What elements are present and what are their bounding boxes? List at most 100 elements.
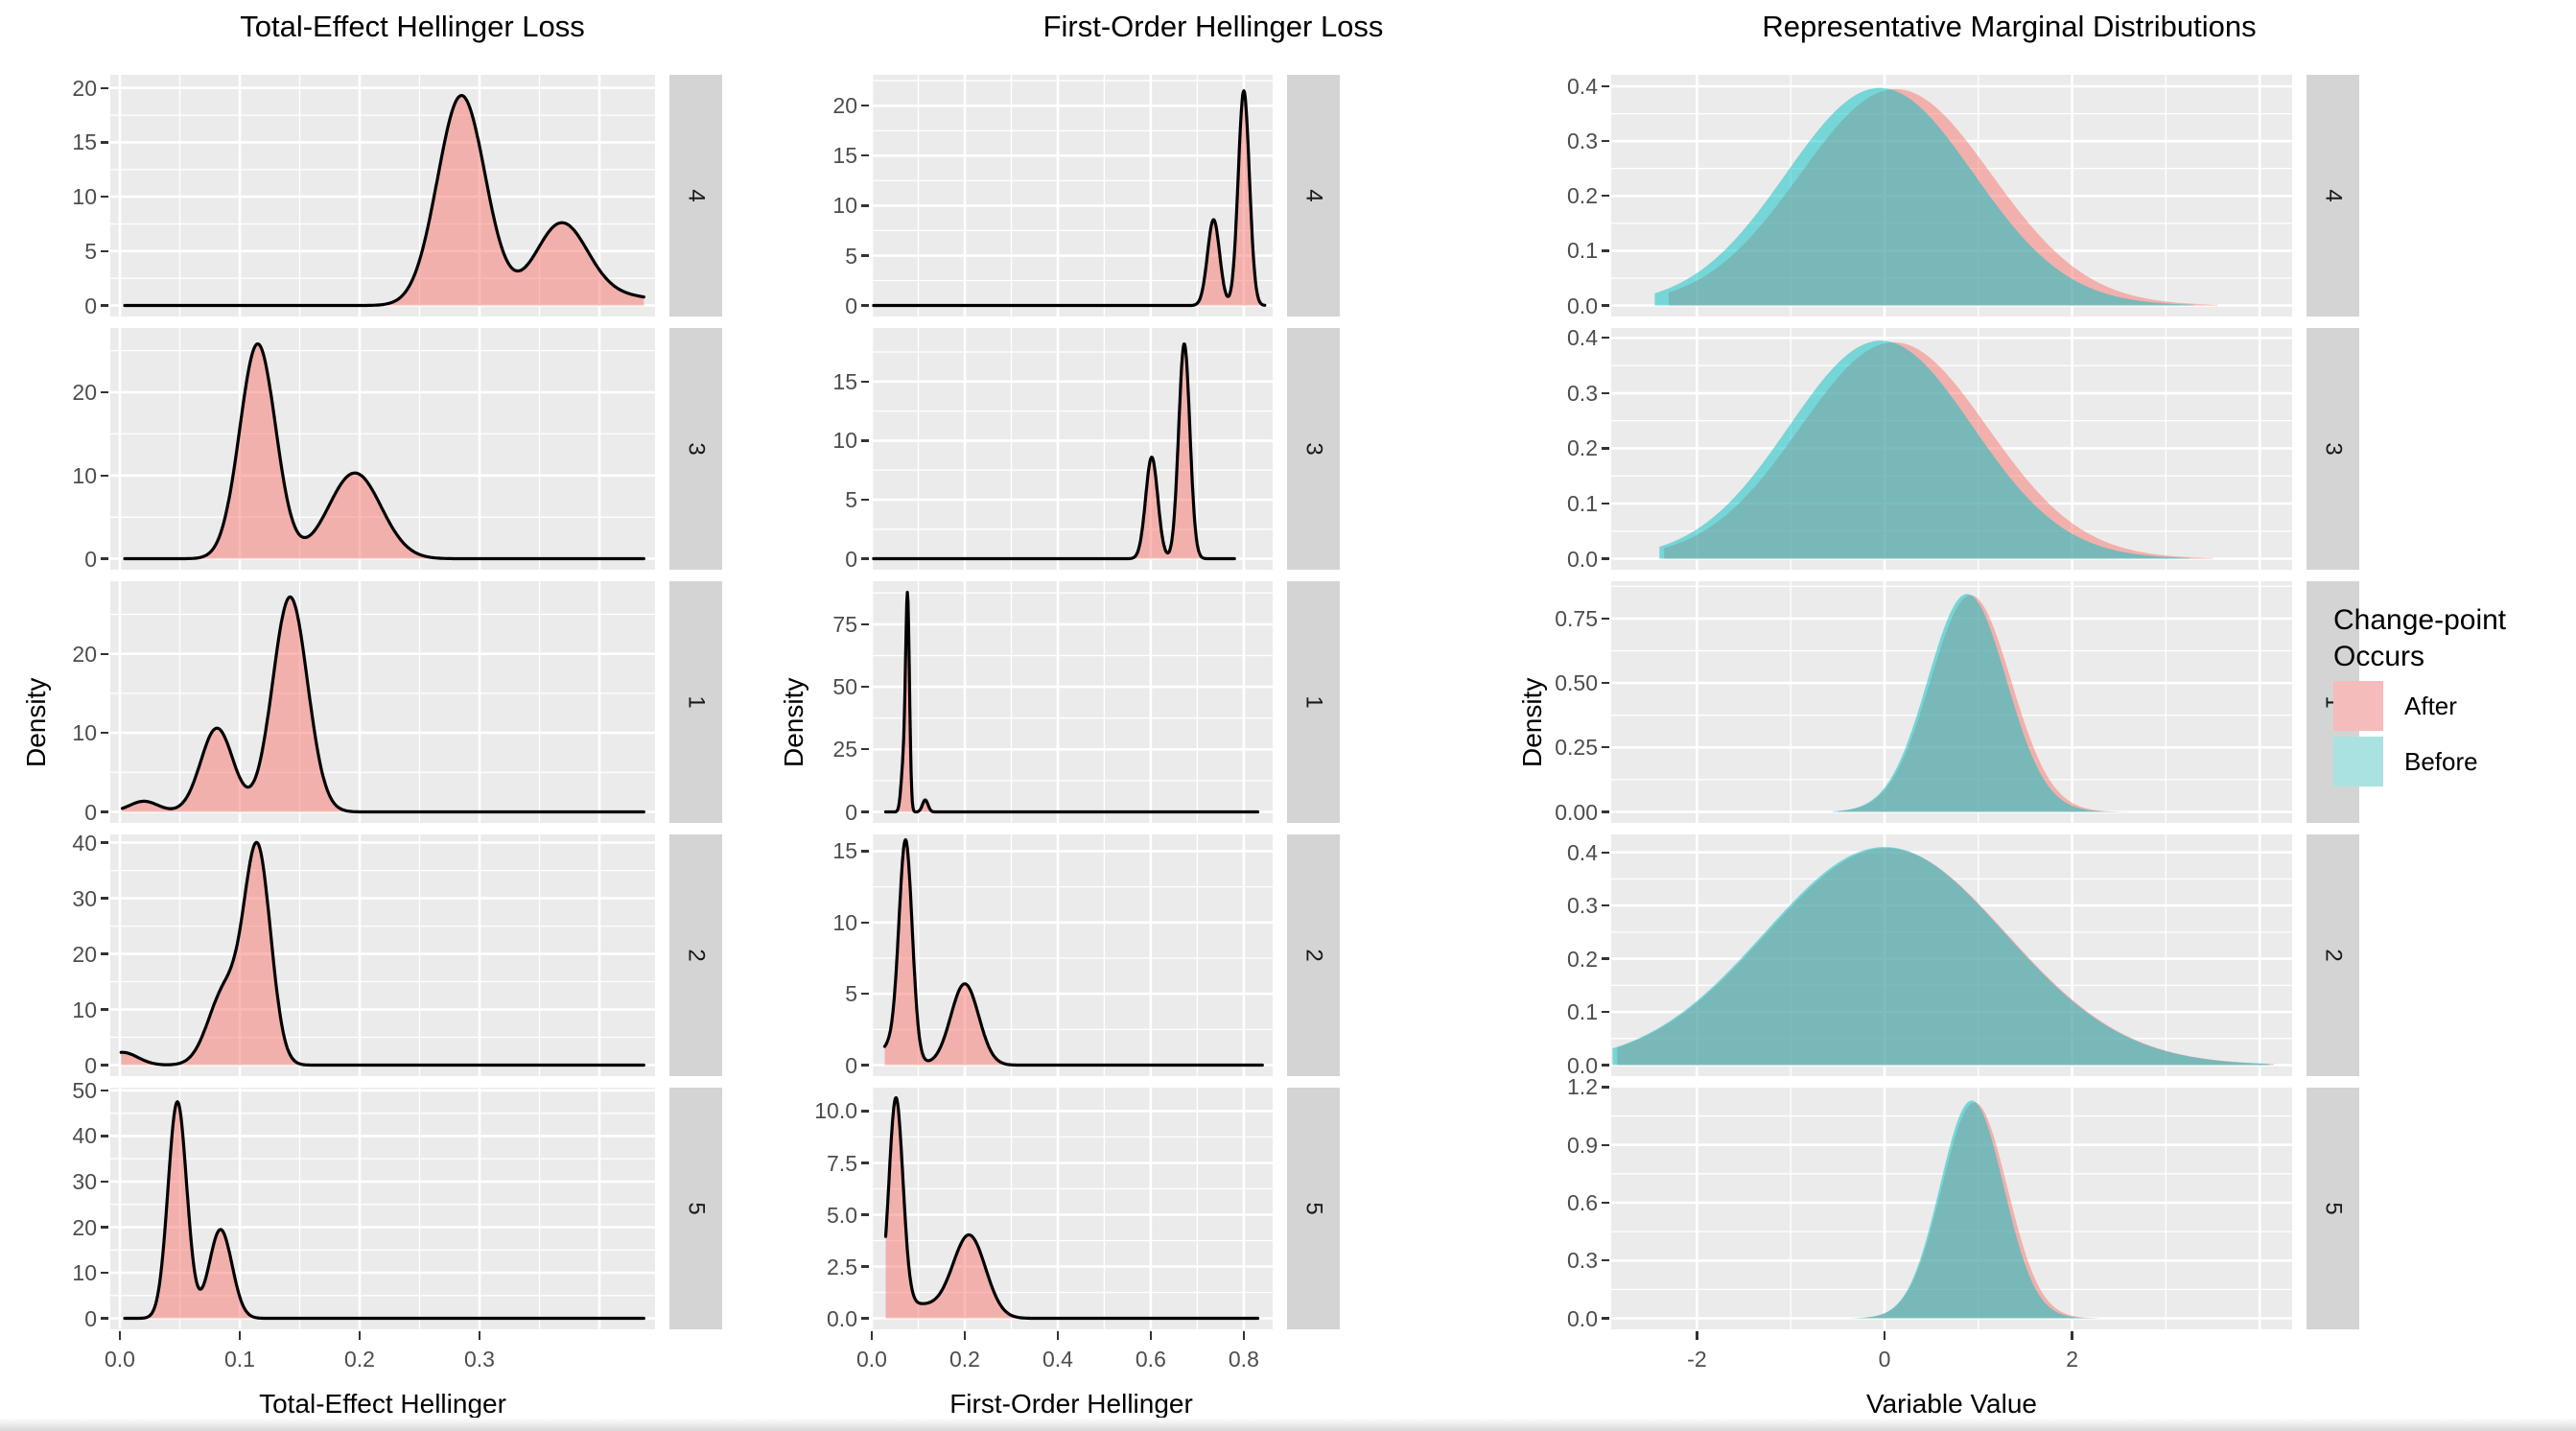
y-tick-mark [1602,1010,1609,1014]
y-tick-mark [861,748,869,751]
y-tick-mark [1602,681,1609,685]
column-title-first-order: First-Order Hellinger Loss [1042,10,1384,43]
panel-col2-facet-5 [870,1088,1273,1329]
y-tick-mark [1602,447,1609,450]
x-tick-mark [1696,1331,1698,1340]
y-tick-mark [1602,617,1609,621]
x-axis-title-col1: Total-Effect Hellinger [259,1389,506,1419]
y-tick-label: 2.5 [827,1254,857,1279]
panel-col1-facet-2 [110,834,655,1076]
y-tick-label: 10 [72,1260,97,1285]
y-tick-mark [861,380,869,383]
y-tick-mark [101,557,108,560]
legend-item-after: After [2333,681,2506,731]
facet-strip-3: 3 [669,328,722,570]
facet-label: 1 [1300,695,1327,709]
y-tick-label: 0.2 [1567,183,1598,209]
y-tick-mark [861,1213,869,1216]
y-tick-label: 0 [84,293,97,318]
y-tick-label: 5 [84,238,97,264]
x-tick-label: 0.2 [344,1347,375,1372]
y-tick-mark [1602,903,1609,907]
y-tick-mark [861,810,869,813]
y-tick-mark [101,1135,108,1138]
y-tick-label: 7.5 [827,1150,857,1176]
facet-strip-5: 5 [1287,1088,1340,1329]
y-tick-mark [1602,337,1609,340]
x-tick-mark [870,1331,874,1340]
before-swatch-icon [2333,737,2383,786]
column-title-marginals: Representative Marginal Distributions [1762,10,2257,43]
y-tick-label: 30 [72,885,97,911]
y-tick-label: 20 [72,641,97,667]
x-tick-mark [1883,1331,1886,1340]
x-tick-mark [118,1331,122,1340]
y-tick-label: 0.1 [1567,999,1598,1025]
y-tick-label: 0 [845,293,857,318]
facet-label: 5 [683,1202,710,1215]
y-tick-mark [861,304,869,307]
y-tick-mark [861,557,869,560]
x-tick-label: 0 [1878,1347,1891,1372]
facet-label: 4 [1300,189,1327,202]
x-tick-mark [478,1331,481,1340]
y-tick-mark [101,249,108,252]
y-tick-mark [861,204,869,207]
y-tick-mark [101,86,108,89]
y-tick-label: 0.3 [1567,380,1598,406]
y-tick-label: 0.3 [1567,893,1598,919]
y-tick-mark [1602,84,1609,88]
legend-title: Change-point Occurs [2333,604,2507,672]
y-tick-mark [101,1226,108,1229]
y-tick-mark [861,1064,869,1067]
y-tick-mark [861,850,869,853]
x-tick-mark [238,1331,242,1340]
y-tick-mark [101,141,108,144]
y-tick-label: 0.1 [1567,491,1598,516]
y-tick-label: 0.00 [1555,799,1598,825]
y-tick-mark [1602,810,1609,813]
y-tick-mark [861,622,869,626]
y-tick-label: 0 [84,1052,97,1078]
x-tick-label: 0.0 [856,1347,887,1372]
x-tick-mark [1149,1331,1153,1340]
y-tick-label: 10 [72,184,97,210]
y-tick-label: 50 [72,1077,97,1103]
y-tick-label: 10 [72,720,97,746]
y-tick-label: 15 [72,129,97,155]
y-tick-label: 0.0 [1567,546,1598,572]
y-tick-label: 25 [832,737,857,762]
facet-label: 2 [683,949,710,962]
window-bottom-edge [0,1418,2576,1431]
y-tick-label: 0.0 [1567,1052,1598,1078]
facet-label: 3 [2320,442,2347,456]
facet-label: 3 [683,442,710,456]
y-tick-mark [1602,557,1609,560]
x-tick-mark [963,1331,967,1340]
y-tick-label: 5 [845,487,857,512]
panel-col2-facet-2 [870,834,1273,1076]
y-tick-label: 0 [845,1052,857,1078]
y-tick-mark [101,810,108,813]
panel-col1-facet-5 [110,1088,655,1329]
facet-strip-5: 5 [2307,1088,2359,1329]
y-tick-mark [861,1265,869,1268]
y-tick-label: 5 [845,981,857,1007]
facet-strip-4: 4 [1287,75,1340,317]
y-tick-mark [861,1161,869,1164]
y-tick-label: 0.9 [1567,1132,1598,1158]
y-tick-label: 30 [72,1169,97,1194]
y-tick-label: 20 [72,380,97,405]
y-tick-label: 40 [72,830,97,856]
y-tick-mark [861,993,869,996]
y-tick-mark [101,1008,108,1011]
y-tick-label: 1.2 [1567,1074,1598,1100]
y-tick-label: 10 [72,462,97,488]
y-tick-mark [101,1064,108,1067]
panel-col1-facet-3 [110,328,655,570]
y-tick-label: 10 [72,997,97,1022]
y-tick-mark [101,652,108,655]
facet-label: 4 [683,189,710,202]
x-tick-label: 0.6 [1135,1347,1166,1372]
